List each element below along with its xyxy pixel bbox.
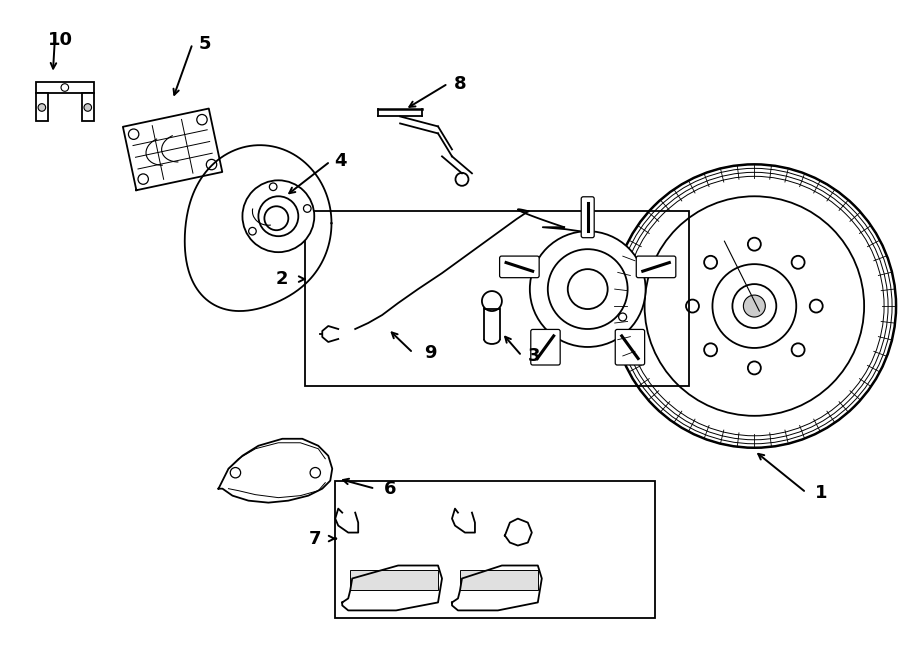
Circle shape bbox=[206, 159, 217, 170]
Text: 7: 7 bbox=[309, 529, 321, 547]
FancyBboxPatch shape bbox=[636, 256, 676, 278]
Circle shape bbox=[748, 238, 760, 251]
Circle shape bbox=[310, 467, 320, 478]
Circle shape bbox=[748, 362, 760, 374]
Text: 2: 2 bbox=[276, 270, 289, 288]
Polygon shape bbox=[350, 570, 438, 590]
Circle shape bbox=[248, 227, 256, 235]
Bar bbox=[335, 481, 654, 619]
Circle shape bbox=[84, 104, 92, 111]
Circle shape bbox=[482, 291, 502, 311]
Circle shape bbox=[568, 269, 608, 309]
Circle shape bbox=[230, 467, 240, 478]
Circle shape bbox=[38, 104, 46, 111]
Circle shape bbox=[792, 343, 805, 356]
Circle shape bbox=[530, 231, 645, 347]
Circle shape bbox=[265, 206, 288, 230]
Circle shape bbox=[455, 173, 469, 186]
FancyBboxPatch shape bbox=[500, 256, 539, 278]
Circle shape bbox=[303, 205, 311, 212]
Text: 6: 6 bbox=[384, 480, 396, 498]
Circle shape bbox=[242, 180, 314, 252]
Text: 8: 8 bbox=[454, 75, 466, 93]
Bar bbox=[82, 93, 94, 122]
Circle shape bbox=[644, 196, 864, 416]
FancyBboxPatch shape bbox=[531, 329, 560, 365]
Circle shape bbox=[618, 313, 626, 321]
Circle shape bbox=[704, 343, 717, 356]
Circle shape bbox=[129, 129, 139, 139]
Text: 3: 3 bbox=[527, 347, 540, 365]
Circle shape bbox=[792, 256, 805, 269]
Circle shape bbox=[258, 196, 298, 236]
Circle shape bbox=[613, 165, 896, 447]
Circle shape bbox=[810, 299, 823, 313]
Text: 10: 10 bbox=[49, 30, 73, 49]
Text: 4: 4 bbox=[334, 152, 346, 171]
Circle shape bbox=[61, 84, 68, 91]
Circle shape bbox=[197, 114, 207, 125]
Text: 5: 5 bbox=[198, 34, 211, 53]
Bar bbox=[305, 212, 689, 386]
FancyBboxPatch shape bbox=[581, 197, 594, 238]
Text: 1: 1 bbox=[815, 484, 827, 502]
Circle shape bbox=[686, 299, 699, 313]
Circle shape bbox=[704, 256, 717, 269]
Circle shape bbox=[269, 183, 277, 190]
Circle shape bbox=[548, 249, 627, 329]
Circle shape bbox=[743, 295, 765, 317]
Polygon shape bbox=[460, 570, 538, 590]
Circle shape bbox=[713, 264, 796, 348]
Bar bbox=[36, 93, 48, 122]
Circle shape bbox=[138, 174, 148, 184]
FancyBboxPatch shape bbox=[616, 329, 644, 365]
Circle shape bbox=[733, 284, 777, 328]
Bar bbox=[36, 81, 94, 93]
Text: 9: 9 bbox=[424, 344, 436, 362]
